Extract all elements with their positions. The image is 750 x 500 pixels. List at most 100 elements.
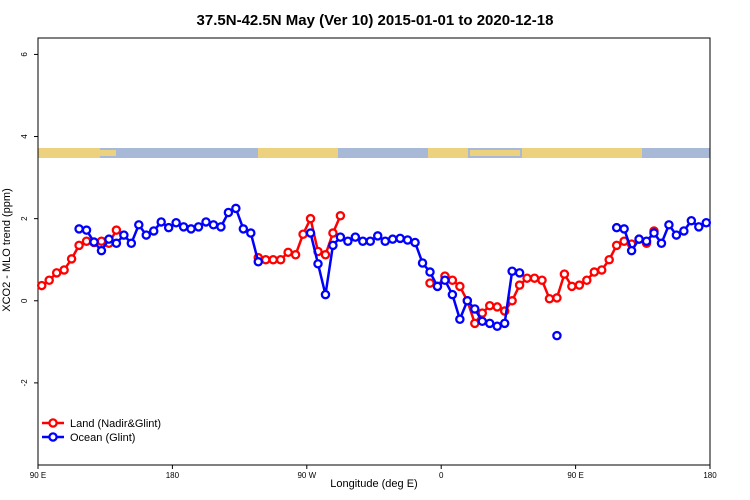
point xyxy=(522,273,532,283)
map-strip xyxy=(38,148,710,158)
point xyxy=(36,280,47,291)
point xyxy=(268,254,278,265)
point xyxy=(223,207,234,218)
point xyxy=(156,217,166,227)
point xyxy=(596,265,607,275)
point xyxy=(656,238,667,249)
point xyxy=(679,226,689,236)
point xyxy=(634,234,644,244)
point xyxy=(470,318,480,329)
point xyxy=(425,278,435,288)
point xyxy=(260,254,271,265)
point xyxy=(290,250,301,260)
point xyxy=(626,245,637,256)
point xyxy=(305,213,316,224)
point xyxy=(619,224,629,234)
point xyxy=(604,254,614,265)
y-tick-label: -2 xyxy=(20,379,29,387)
point xyxy=(611,240,622,251)
point xyxy=(365,236,376,246)
point xyxy=(611,222,622,233)
x-tick-label: 180 xyxy=(166,471,180,480)
plot-frame xyxy=(37,37,711,466)
point xyxy=(343,236,353,246)
point xyxy=(544,293,555,304)
point xyxy=(119,230,129,240)
point xyxy=(380,236,390,246)
point xyxy=(694,222,704,232)
point xyxy=(417,258,428,268)
point xyxy=(484,300,495,311)
point xyxy=(231,203,241,214)
x-axis-label: Longitude (deg E) xyxy=(330,478,417,490)
y-axis-label: XCO2 - MLO trend (ppm) xyxy=(1,188,13,311)
point xyxy=(74,224,84,234)
point xyxy=(455,314,465,324)
point xyxy=(462,296,473,306)
point xyxy=(96,236,107,246)
x-tick-label: 90 E xyxy=(30,471,46,480)
point xyxy=(111,225,122,235)
point xyxy=(582,275,592,285)
point xyxy=(514,268,525,278)
point xyxy=(51,268,62,278)
point xyxy=(81,236,92,246)
point xyxy=(238,224,249,234)
point xyxy=(328,228,338,238)
x-tick-label: 90 E xyxy=(567,471,583,480)
legend-marker xyxy=(48,432,58,442)
legend-marker xyxy=(48,418,58,428)
point xyxy=(559,269,570,279)
point xyxy=(178,222,189,232)
point xyxy=(134,220,144,230)
point xyxy=(298,229,308,240)
point xyxy=(537,275,547,285)
point xyxy=(89,237,99,247)
point xyxy=(96,245,107,256)
point xyxy=(320,250,331,260)
point xyxy=(567,281,577,292)
x-tick-label: 0 xyxy=(439,471,444,480)
point xyxy=(59,265,69,275)
point xyxy=(81,225,92,235)
point xyxy=(208,220,219,230)
point xyxy=(477,316,488,327)
point xyxy=(552,293,562,303)
point xyxy=(163,222,174,233)
point xyxy=(499,318,510,329)
point xyxy=(649,228,659,238)
point xyxy=(320,289,331,300)
point xyxy=(44,275,54,285)
point xyxy=(402,235,413,245)
x-tick-label: 90 W xyxy=(297,471,316,480)
point xyxy=(410,237,420,248)
point xyxy=(201,217,211,227)
point xyxy=(66,254,77,264)
point xyxy=(440,275,450,285)
point xyxy=(455,281,465,292)
point xyxy=(358,236,368,246)
point xyxy=(470,304,480,314)
point xyxy=(372,231,383,241)
point xyxy=(395,233,405,244)
point xyxy=(253,257,264,267)
point xyxy=(507,266,517,276)
point xyxy=(141,230,152,240)
point xyxy=(335,232,346,242)
point xyxy=(283,247,293,258)
point xyxy=(492,302,502,312)
point xyxy=(171,218,181,228)
point xyxy=(104,234,114,244)
point xyxy=(589,267,600,277)
chart-title: 37.5N-42.5N May (Ver 10) 2015-01-01 to 2… xyxy=(197,12,554,29)
point xyxy=(74,240,84,251)
point xyxy=(641,236,652,246)
point xyxy=(216,222,226,232)
legend-label: Land (Nadir&Glint) xyxy=(70,418,161,430)
y-tick-label: 2 xyxy=(20,216,29,221)
point xyxy=(574,280,585,290)
point xyxy=(305,228,316,238)
point xyxy=(313,259,323,269)
point xyxy=(186,224,196,234)
